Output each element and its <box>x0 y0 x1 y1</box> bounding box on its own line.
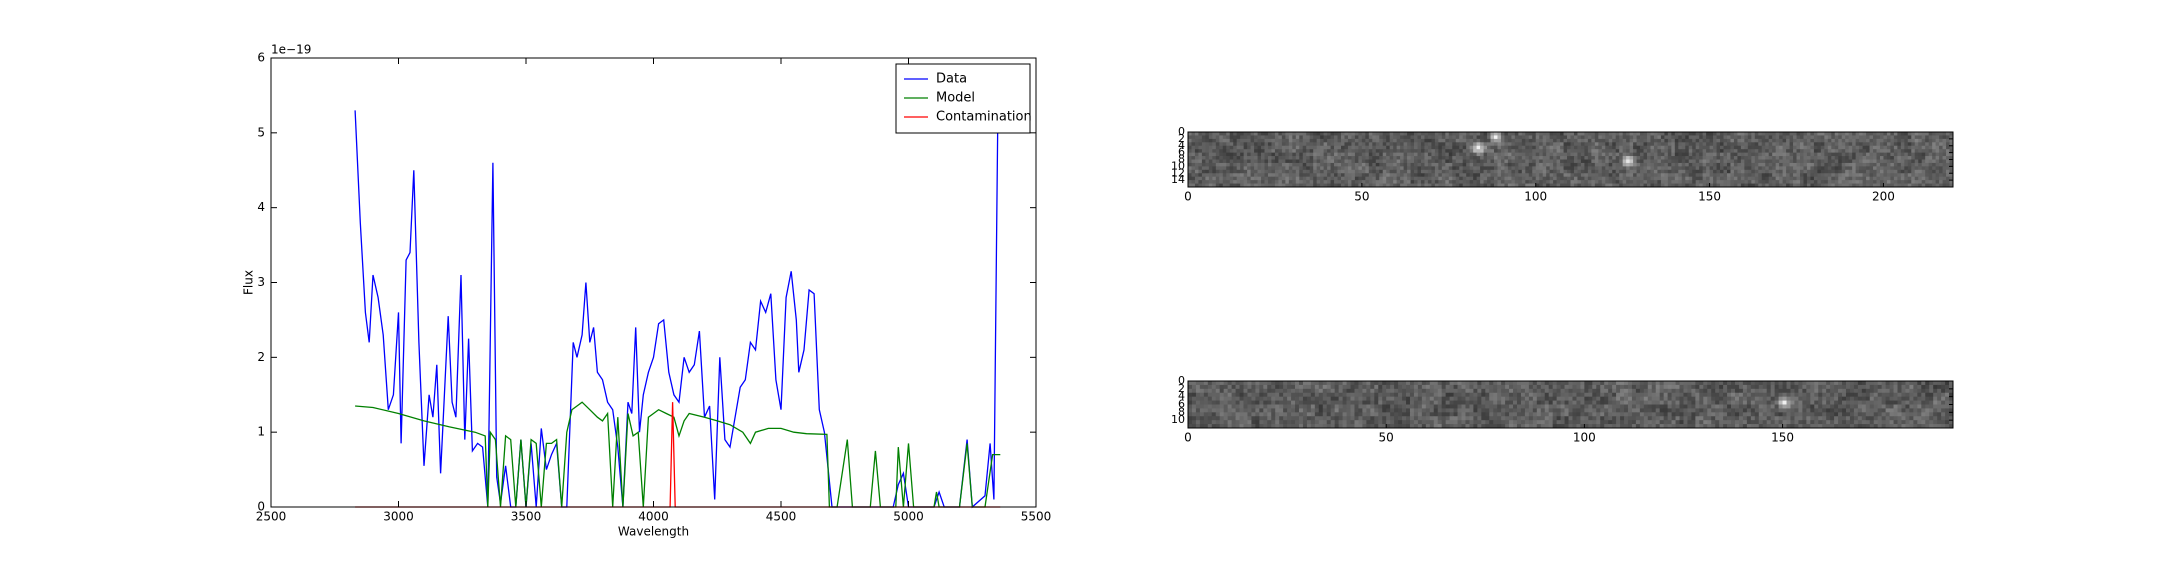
x-tick-label: 50 <box>1354 190 1369 204</box>
y-tick-label: 5 <box>257 125 265 139</box>
y-tick-label: 10 <box>1171 413 1185 426</box>
x-tick-label: 5500 <box>1021 510 1052 524</box>
x-tick-label: 0 <box>1184 431 1192 445</box>
x-tick-label: 100 <box>1524 190 1547 204</box>
y-tick-label: 2 <box>257 350 265 364</box>
image <box>1188 381 1954 429</box>
y-tick-label: 0 <box>1178 374 1185 387</box>
x-tick-label: 4500 <box>766 510 797 524</box>
legend-label: Model <box>936 91 975 106</box>
x-tick-label: 5000 <box>893 510 924 524</box>
data-line <box>354 110 999 509</box>
y-tick-label: 6 <box>257 51 265 65</box>
data-line <box>355 401 1001 508</box>
y-tick-label: 6 <box>1178 146 1185 159</box>
y-tick-label: 14 <box>1171 173 1185 186</box>
x-tick-label: 100 <box>1573 431 1596 445</box>
x-tick-label: 4000 <box>638 510 669 524</box>
y-tick-label: 4 <box>1178 390 1185 403</box>
x-tick-label: 2500 <box>256 510 287 524</box>
y-tick-label: 2 <box>1178 132 1185 145</box>
image <box>1188 132 1954 188</box>
legend-label: Data <box>936 72 967 87</box>
x-tick-label: 3500 <box>511 510 542 524</box>
y-tick-label: 1 <box>257 425 265 439</box>
y-tick-label: 12 <box>1171 166 1185 179</box>
x-tick-label: 0 <box>1184 190 1192 204</box>
x-tick-label: 3000 <box>383 510 414 524</box>
legend-label: Contamination <box>936 110 1032 125</box>
y-tick-label: 0 <box>1178 125 1185 138</box>
y-tick-label: 4 <box>1178 139 1185 152</box>
x-axis-label: Wavelength <box>618 525 689 539</box>
offset-text: 1e−19 <box>271 43 311 57</box>
y-tick-label: 4 <box>257 200 265 214</box>
x-tick-label: 150 <box>1771 431 1794 445</box>
x-tick-label: 200 <box>1872 190 1895 204</box>
y-axis-label: Flux <box>242 270 256 295</box>
y-tick-label: 8 <box>1178 153 1185 166</box>
y-tick-label: 2 <box>1178 382 1185 395</box>
x-tick-label: 150 <box>1698 190 1721 204</box>
y-tick-label: 8 <box>1178 405 1185 418</box>
y-tick-label: 0 <box>257 500 265 514</box>
y-tick-label: 10 <box>1171 159 1185 172</box>
x-tick-label: 50 <box>1379 431 1394 445</box>
y-tick-label: 3 <box>257 275 265 289</box>
y-tick-label: 6 <box>1178 398 1185 411</box>
